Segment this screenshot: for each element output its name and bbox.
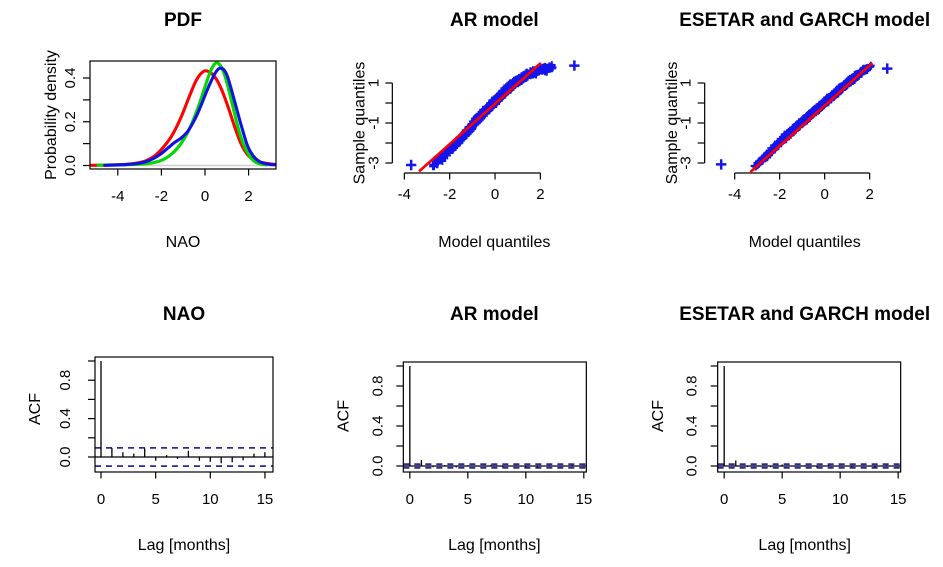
y-tick-label: -1 bbox=[365, 116, 382, 129]
plot-box bbox=[94, 356, 274, 473]
x-axis-label: Lag [months] bbox=[138, 537, 231, 554]
plot-box bbox=[717, 361, 902, 473]
x-tick-label: 0 bbox=[720, 491, 728, 508]
y-tick-label: 1 bbox=[365, 79, 382, 87]
y-tick-label: 0.8 bbox=[369, 376, 386, 397]
panel-acf-esetar-garch: ESETAR and GARCH model 0 5 10 15 0.0 0.4 0.8 Lag… bbox=[650, 304, 930, 554]
density-curves bbox=[90, 61, 276, 167]
y-tick-label: -3 bbox=[365, 156, 382, 169]
panel-title: ESETAR and GARCH model bbox=[679, 10, 930, 31]
y-axis-label: Sample quantiles bbox=[352, 62, 369, 185]
y-tick-label: 0.8 bbox=[57, 370, 74, 391]
panel-acf-ar: AR model 0 5 10 15 0.0 0.4 0.8 Lag [months] ACF bbox=[336, 304, 593, 554]
qq-reference-line bbox=[418, 62, 542, 173]
acf-spikes bbox=[409, 366, 585, 468]
qq-reference-line bbox=[749, 62, 874, 173]
x-tick-label: 5 bbox=[151, 491, 159, 508]
x-tick-label: -2 bbox=[155, 188, 168, 205]
qq-point-cloud bbox=[429, 61, 557, 171]
y-tick-label: 0.2 bbox=[62, 111, 79, 132]
x-tick-label: 0 bbox=[820, 186, 828, 203]
panel-title: AR model bbox=[450, 304, 539, 325]
y-tick-label: 1 bbox=[678, 79, 695, 87]
panel-acf-nao: NAO 0 5 10 15 0.0 0.4 0.8 Lag [months] ACF bbox=[27, 304, 274, 554]
panel-title: ESETAR and GARCH model bbox=[679, 304, 930, 325]
x-tick-label: -4 bbox=[728, 186, 741, 203]
x-tick-label: -2 bbox=[443, 186, 456, 203]
plot-box bbox=[402, 361, 587, 473]
density-curve-model-blue bbox=[103, 66, 276, 167]
panel-pdf: PDF -4 -2 0 2 0.0 0.2 0.4 NAO Probability density bbox=[43, 10, 277, 251]
y-tick-label: 0.0 bbox=[369, 456, 386, 477]
x-tick-label: 2 bbox=[536, 186, 544, 203]
x-tick-label: 5 bbox=[778, 491, 786, 508]
y-tick-label: 0.0 bbox=[684, 456, 701, 477]
x-tick-label: 0 bbox=[491, 186, 499, 203]
acf-spikes bbox=[723, 366, 899, 468]
x-tick-label: 2 bbox=[865, 186, 873, 203]
x-tick-label: 0 bbox=[201, 188, 209, 205]
x-tick-label: -2 bbox=[773, 186, 786, 203]
plot-box bbox=[89, 60, 277, 170]
panel-title: AR model bbox=[450, 10, 539, 31]
x-tick-label: 0 bbox=[406, 491, 414, 508]
y-tick-label: 0.4 bbox=[62, 68, 79, 89]
x-axis-label: Model quantiles bbox=[438, 234, 550, 251]
x-tick-label: 15 bbox=[890, 491, 907, 508]
panel-title: PDF bbox=[164, 10, 202, 31]
y-axis-label: Sample quantiles bbox=[664, 62, 681, 185]
x-tick-label: 15 bbox=[575, 491, 592, 508]
x-axis-label: Lag [months] bbox=[758, 537, 851, 554]
y-axis-label: ACF bbox=[27, 393, 44, 425]
x-axis-label: Lag [months] bbox=[448, 537, 540, 554]
y-axis-label: ACF bbox=[336, 400, 353, 432]
x-tick-label: 5 bbox=[464, 491, 472, 508]
x-tick-label: 0 bbox=[97, 491, 105, 508]
x-tick-label: 10 bbox=[517, 491, 534, 508]
y-tick-label: 0.4 bbox=[369, 416, 386, 437]
density-curve-model-green bbox=[96, 61, 268, 167]
panel-qq-esetar-garch: ESETAR and GARCH model 1 -1 -3 -4 -2 0 2 Model q… bbox=[664, 10, 930, 251]
x-tick-label: -4 bbox=[398, 186, 411, 203]
x-tick-label: 10 bbox=[202, 491, 219, 508]
y-axis-label: ACF bbox=[650, 400, 667, 432]
x-tick-label: 2 bbox=[244, 188, 252, 205]
y-tick-label: 0.4 bbox=[684, 416, 701, 437]
acf-spikes bbox=[100, 361, 266, 464]
y-tick-label: 0.0 bbox=[57, 447, 74, 468]
y-tick-label: 0.4 bbox=[57, 408, 74, 429]
x-tick-label: 10 bbox=[832, 491, 849, 508]
x-axis-label: Model quantiles bbox=[749, 234, 861, 251]
x-tick-label: 15 bbox=[257, 491, 274, 508]
qq-outlier-points bbox=[715, 63, 893, 170]
y-axis-label: Probability density bbox=[43, 50, 60, 180]
y-tick-label: 0.0 bbox=[62, 155, 79, 176]
x-axis-label: NAO bbox=[166, 234, 201, 251]
y-tick-label: -3 bbox=[678, 156, 695, 169]
panel-title: NAO bbox=[163, 304, 205, 325]
y-tick-label: 0.8 bbox=[684, 376, 701, 397]
y-tick-label: -1 bbox=[678, 116, 695, 129]
panel-qq-ar: AR model 1 -1 -3 -4 -2 0 2 Model quantiles Sample… bbox=[352, 10, 580, 251]
qq-outlier-points bbox=[405, 60, 580, 171]
x-tick-label: -4 bbox=[111, 188, 124, 205]
